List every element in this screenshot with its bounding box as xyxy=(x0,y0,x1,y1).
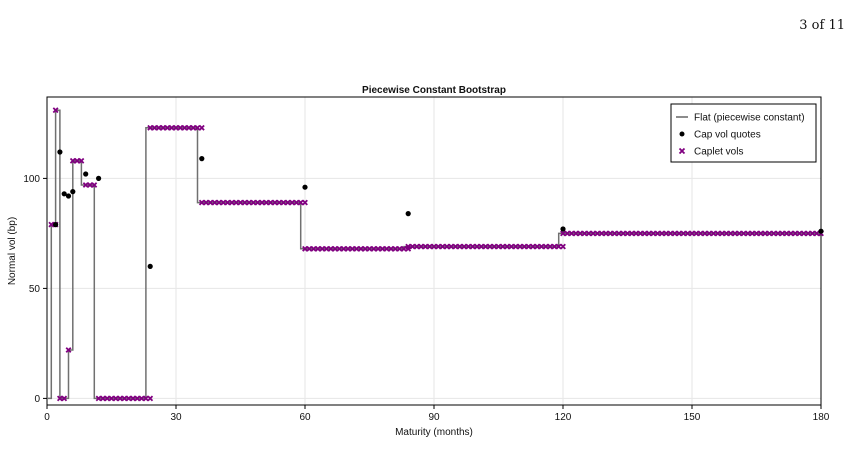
x-tick-label: 180 xyxy=(813,412,830,423)
cap-vol-point xyxy=(302,184,308,190)
y-tick-label: 0 xyxy=(34,394,40,405)
page-number: 3 of 11 xyxy=(799,18,845,33)
legend-label-cap: Cap vol quotes xyxy=(694,130,761,141)
y-tick-label: 100 xyxy=(23,174,40,185)
cap-vol-point xyxy=(65,193,72,199)
y-tick-label: 50 xyxy=(29,284,41,295)
cap-vol-point xyxy=(818,228,824,234)
cap-vol-point xyxy=(560,226,566,232)
x-tick-label: 150 xyxy=(684,412,701,423)
cap-vol-point xyxy=(199,156,205,162)
caplet-vol-point xyxy=(560,243,566,250)
axis-ticks: 0 30 60 90 120 150 180 0 50 100 xyxy=(23,174,829,423)
legend-swatch-cap xyxy=(679,131,685,137)
legend-box xyxy=(670,103,817,163)
x-tick-label: 60 xyxy=(299,412,311,423)
legend: Flat (piecewise constant) Cap vol quotes… xyxy=(670,103,817,163)
cap-vol-point xyxy=(53,222,59,228)
legend-swatch-caplet xyxy=(678,147,686,155)
caplet-vol-point xyxy=(147,395,154,402)
cap-vol-point xyxy=(83,171,89,177)
y-axis-label: Normal vol (bp) xyxy=(7,217,18,285)
cap-vol-point xyxy=(61,191,67,197)
x-tick-label: 30 xyxy=(170,412,182,423)
legend-label-caplet: Caplet vols xyxy=(694,147,743,158)
legend-label-flat: Flat (piecewise constant) xyxy=(694,113,805,124)
caplet-vol-point xyxy=(65,347,72,353)
data-layer xyxy=(47,107,824,402)
x-axis-label: Maturity (months) xyxy=(395,427,473,438)
caplet-vol-point xyxy=(302,199,308,206)
caplet-vol-point xyxy=(91,182,98,188)
caplet-vol-point xyxy=(61,395,68,402)
cap-vol-point xyxy=(57,149,63,155)
x-tick-label: 0 xyxy=(44,412,50,423)
caplet-vol-point xyxy=(78,157,85,164)
caplet-vol-point xyxy=(198,124,205,131)
chart-title: Piecewise Constant Bootstrap xyxy=(362,85,506,96)
caplet-vol-point xyxy=(52,107,59,114)
cap-vol-point xyxy=(405,211,411,217)
cap-vol-point xyxy=(147,263,153,269)
cap-vol-point xyxy=(70,189,76,195)
x-tick-label: 120 xyxy=(555,412,572,423)
cap-vol-point xyxy=(96,175,102,181)
x-tick-label: 90 xyxy=(428,412,440,423)
